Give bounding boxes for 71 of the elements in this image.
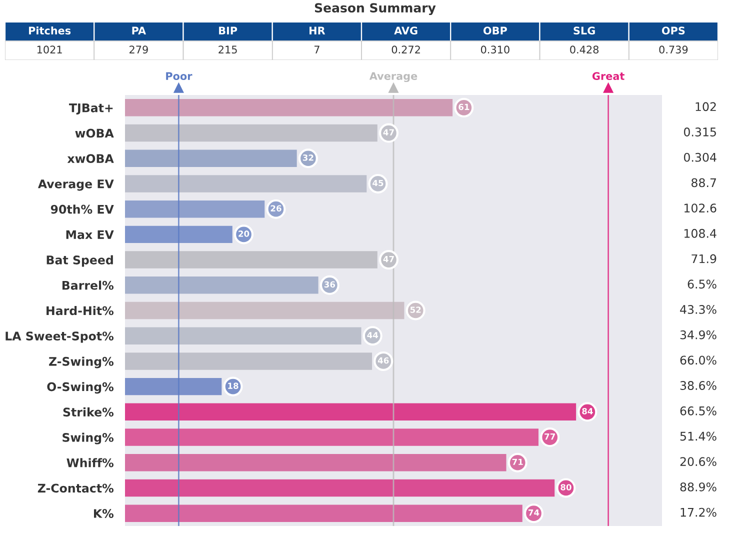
ref-line-label: Poor bbox=[166, 72, 192, 80]
data-label: 61 bbox=[458, 104, 470, 110]
category-label: PA bbox=[132, 26, 146, 34]
data-label: 20 bbox=[238, 230, 250, 237]
data-label: 26 bbox=[270, 205, 282, 212]
data-label: 0.310 bbox=[480, 46, 510, 54]
data-label: 32 bbox=[302, 154, 314, 161]
text: 6.5% bbox=[688, 280, 716, 289]
text: 17.2% bbox=[680, 508, 716, 517]
category-label: Pitches bbox=[29, 26, 71, 35]
y-tick-label: Strike% bbox=[63, 407, 114, 417]
text: Season Summary bbox=[314, 3, 436, 16]
category-label: OPS bbox=[662, 26, 685, 35]
data-label: 71 bbox=[512, 458, 523, 465]
category-label: AVG bbox=[394, 26, 418, 35]
text: 108.4 bbox=[684, 228, 716, 238]
data-label: 46 bbox=[378, 357, 389, 364]
y-tick-label: xwOBA bbox=[67, 154, 114, 164]
text: 34.9% bbox=[680, 330, 716, 340]
y-tick-label: Hard-Hit% bbox=[46, 306, 114, 316]
y-tick-label: TJBat+ bbox=[69, 104, 113, 115]
data-label: 44 bbox=[367, 332, 378, 338]
y-tick-label: Whiff% bbox=[66, 458, 114, 468]
text: 66.0% bbox=[680, 356, 716, 365]
data-label: 84 bbox=[582, 408, 593, 414]
text: 66.5% bbox=[680, 406, 716, 416]
data-label: 7 bbox=[314, 46, 320, 54]
data-label: 80 bbox=[560, 484, 572, 490]
text: 0.304 bbox=[684, 152, 716, 162]
y-tick-label: O-Swing% bbox=[47, 382, 114, 394]
category-label: OBP bbox=[483, 26, 507, 35]
data-label: 77 bbox=[544, 433, 555, 440]
text: 43.3% bbox=[680, 304, 716, 314]
text: 88.7 bbox=[692, 178, 716, 188]
data-label: 47 bbox=[383, 129, 394, 136]
y-tick-label: Average EV bbox=[38, 180, 114, 191]
y-tick-label: Bat Speed bbox=[46, 255, 113, 267]
category-label: SLG bbox=[574, 26, 595, 35]
text: 0.315 bbox=[684, 128, 716, 136]
category-label: BIP bbox=[219, 26, 238, 34]
y-tick-label: 90th% EV bbox=[50, 204, 114, 214]
y-tick-label: LA Sweet-Spot% bbox=[6, 332, 114, 343]
text: 38.6% bbox=[680, 381, 716, 390]
text: 88.9% bbox=[680, 482, 716, 492]
text: 20.6% bbox=[680, 457, 716, 466]
data-label: 74 bbox=[528, 510, 540, 516]
category-label: HR bbox=[310, 26, 326, 34]
data-label: 0.428 bbox=[570, 46, 599, 54]
y-tick-label: Z-Swing% bbox=[49, 356, 114, 368]
data-label: 279 bbox=[130, 46, 148, 54]
ref-line-label: Average bbox=[369, 72, 418, 82]
y-tick-label: Barrel% bbox=[62, 280, 114, 290]
data-label: 215 bbox=[218, 46, 237, 54]
data-label: 52 bbox=[410, 306, 421, 313]
text: 102 bbox=[696, 102, 716, 112]
y-tick-label: K% bbox=[94, 509, 114, 518]
data-label: 47 bbox=[383, 256, 394, 262]
y-tick-label: wOBA bbox=[75, 128, 114, 138]
data-label: 36 bbox=[324, 281, 336, 288]
data-label: 45 bbox=[372, 180, 384, 186]
text: 71.9 bbox=[692, 254, 716, 264]
text: 51.4% bbox=[680, 432, 716, 441]
text: 102.6 bbox=[684, 204, 716, 213]
y-tick-label: Swing% bbox=[62, 432, 114, 444]
ref-line-label: Great bbox=[592, 72, 624, 80]
data-label: 0.739 bbox=[659, 46, 688, 54]
data-label: 1021 bbox=[37, 46, 62, 54]
data-label: 18 bbox=[228, 382, 238, 389]
y-tick-label: Z-Contact% bbox=[38, 484, 114, 493]
y-tick-label: Max EV bbox=[66, 230, 114, 240]
data-label: 0.272 bbox=[392, 46, 420, 54]
